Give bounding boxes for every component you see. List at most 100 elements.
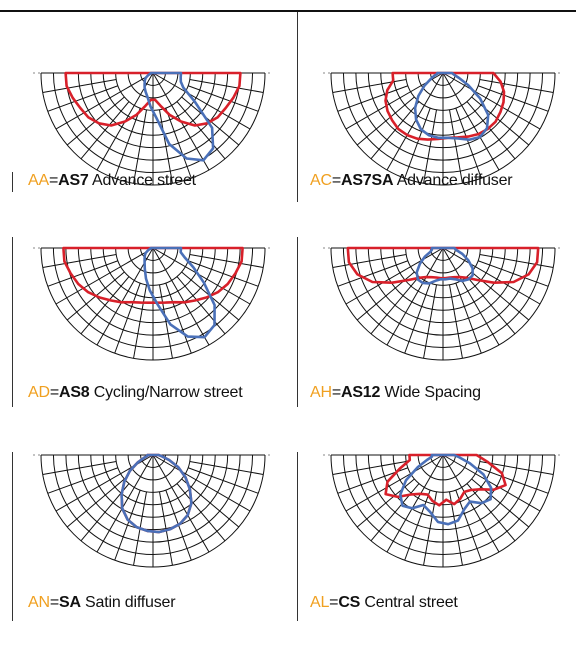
grid-spoke: [337, 85, 409, 112]
grid-spoke: [356, 478, 415, 528]
grid-spoke: [42, 253, 117, 268]
grid-spoke: [152, 247, 251, 305]
caption-ah: AH=AS12 Wide Spacing: [310, 384, 481, 402]
grid-spoke: [442, 72, 541, 130]
grid-spoke: [423, 491, 438, 566]
column-divider-3: [297, 452, 298, 621]
top-rule: [0, 10, 576, 12]
grid-spoke: [42, 78, 117, 93]
grid-spoke: [442, 454, 500, 553]
grid-spoke: [479, 253, 554, 268]
polar-diagram-ah: [323, 246, 563, 361]
grid-spoke: [133, 109, 148, 184]
grid-spoke: [66, 478, 125, 528]
grid-spoke: [80, 276, 130, 335]
grid-spoke: [370, 101, 420, 160]
grid-spoke: [471, 478, 530, 528]
grid-spoke: [176, 276, 226, 335]
grid-spoke: [187, 467, 259, 494]
grid-spoke: [477, 260, 549, 287]
grid-spoke: [187, 85, 259, 112]
red-intensity-curve: [64, 71, 242, 127]
grid-spoke: [181, 478, 240, 528]
grid-spoke: [404, 107, 431, 179]
grid-spoke: [442, 454, 541, 512]
grid-spoke: [152, 247, 210, 346]
grid-spoke: [386, 72, 444, 171]
grid-spoke: [158, 491, 173, 566]
caption-desc: Advance street: [88, 172, 196, 189]
grid-spoke: [386, 247, 444, 346]
caption-code: AA: [28, 172, 49, 189]
grid-spoke: [337, 260, 409, 287]
grid-spoke: [448, 109, 463, 184]
polar-grid: [323, 72, 563, 186]
grid-spoke: [370, 483, 420, 542]
grid-spoke: [114, 107, 141, 179]
grid-spoke: [370, 276, 420, 335]
grid-spoke: [55, 247, 154, 305]
blue-intensity-curve: [415, 246, 474, 285]
grid-spoke: [152, 72, 251, 130]
grid-spoke: [158, 284, 173, 359]
grid-spoke: [176, 483, 226, 542]
caption-model: SA: [58, 594, 81, 611]
polar-grid: [323, 454, 563, 568]
grid-spoke: [442, 72, 500, 171]
grid-spoke: [152, 454, 210, 553]
blue-intensity-curve: [413, 71, 490, 141]
grid-spoke: [455, 107, 482, 179]
grid-spoke: [386, 454, 444, 553]
column-divider-2: [297, 237, 298, 407]
grid-spoke: [466, 276, 516, 335]
grid-spoke: [455, 489, 482, 561]
caption-eq: =: [49, 594, 59, 611]
grid-spoke: [47, 467, 119, 494]
blue-intensity-curve: [120, 453, 193, 534]
red-intensity-curve: [62, 246, 244, 304]
caption-al: AL=CS Central street: [310, 594, 458, 612]
caption-model: AS7: [58, 172, 89, 189]
grid-spoke: [96, 454, 154, 553]
polar-grid: [33, 247, 273, 361]
blue-intensity-curve: [143, 71, 215, 162]
grid-spoke: [332, 253, 407, 268]
caption-code: AN: [28, 594, 50, 611]
polar-grid: [323, 247, 563, 361]
polar-diagram-aa: [33, 71, 273, 186]
grid-spoke: [404, 489, 431, 561]
caption-aa: AA=AS7 Advance street: [28, 172, 196, 190]
grid-spoke: [345, 454, 444, 512]
grid-spoke: [442, 247, 500, 346]
grid-spoke: [448, 284, 463, 359]
caption-eq: =: [329, 594, 339, 611]
grid-spoke: [158, 109, 173, 184]
grid-spoke: [80, 101, 130, 160]
red-intensity-curve: [384, 453, 507, 507]
grid-spoke: [189, 78, 264, 93]
caption-eq: =: [49, 384, 59, 401]
grid-spoke: [423, 284, 438, 359]
grid-spoke: [479, 78, 554, 93]
caption-model: AS12: [340, 384, 381, 401]
grid-spoke: [189, 253, 264, 268]
caption-code: AD: [28, 384, 50, 401]
caption-eq: =: [331, 384, 341, 401]
grid-spoke: [47, 260, 119, 287]
polar-diagram-ac: [323, 71, 563, 186]
polar-grid: [33, 454, 273, 568]
caption-ac: AC=AS7SA Advance diffuser: [310, 172, 513, 190]
grid-spoke: [47, 85, 119, 112]
caption-eq: =: [331, 172, 341, 189]
grid-spoke: [466, 101, 516, 160]
grid-spoke: [114, 489, 141, 561]
polar-diagram-an: [33, 453, 273, 568]
grid-spoke: [477, 85, 549, 112]
grid-spoke: [423, 109, 438, 184]
left-edge-2: [12, 237, 13, 407]
caption-an: AN=SA Satin diffuser: [28, 594, 176, 612]
grid-spoke: [442, 247, 541, 305]
grid-spoke: [189, 460, 264, 475]
grid-spoke: [55, 72, 154, 130]
caption-desc: Wide Spacing: [380, 384, 481, 401]
